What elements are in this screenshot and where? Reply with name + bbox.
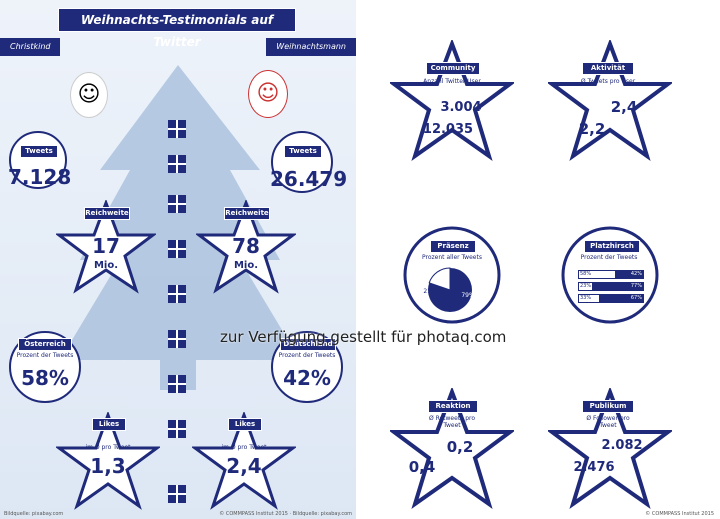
reichweite-unit-weihnachtsmann: Mio. bbox=[233, 260, 259, 271]
gift-icon bbox=[168, 195, 186, 213]
tweets-value-weihnachtsmann: 26.479 bbox=[270, 167, 348, 191]
likes-label-christkind: Likes bbox=[92, 418, 126, 431]
aktivitaet-value-christkind: 2,4 bbox=[610, 98, 638, 116]
praesenz-label: Präsenz bbox=[430, 240, 476, 253]
platzhirsch-row: 58% 42% bbox=[578, 270, 644, 279]
platzhirsch-bar-fill bbox=[578, 270, 617, 279]
praesenz-pie-chart bbox=[428, 267, 472, 312]
footer-copyright-right: © COMMPASS Institut 2015 bbox=[645, 511, 714, 517]
footer-copyright-mid: © COMMPASS Institut 2015 · Bildquelle: p… bbox=[219, 511, 352, 517]
likes-label-weihnachtsmann: Likes bbox=[228, 418, 262, 431]
platzhirsch-bar-chart: 58% 42% 23% 77% 33% 67% bbox=[578, 270, 644, 306]
aktivitaet-label: Aktivität bbox=[582, 62, 634, 75]
publikum-value-christkind: 2.082 bbox=[601, 438, 643, 453]
oesterreich-label: Österreich bbox=[18, 338, 72, 351]
praesenz-value-christkind: 21% bbox=[423, 288, 437, 295]
platzhirsch-left-value: 58% bbox=[580, 271, 592, 277]
publikum-value-weihnachtsmann: 2.476 bbox=[573, 460, 615, 475]
platzhirsch-bar-fill bbox=[578, 282, 594, 291]
ornament-star bbox=[192, 412, 296, 510]
community-label: Community bbox=[426, 62, 480, 75]
reichweite-label-christkind: Reichweite bbox=[84, 207, 130, 220]
platzhirsch-right-value: 77% bbox=[630, 283, 642, 289]
gift-icon bbox=[168, 285, 186, 303]
ornament-star bbox=[390, 40, 514, 161]
gift-icon bbox=[168, 155, 186, 173]
footer-source-left: Bildquelle: pixabay.com bbox=[4, 511, 64, 517]
tweets-label-weihnachtsmann: Tweets bbox=[284, 145, 322, 158]
publikum-sub: Ø Follower pro Tweet bbox=[586, 415, 630, 429]
watermark-text: zur Verfügung gestellt für photaq.com bbox=[220, 328, 507, 346]
community-sub: Anzahl Twitter-User bbox=[423, 78, 481, 85]
right-infographic-panel: Community Anzahl Twitter-User 3.004 12.0… bbox=[360, 0, 720, 519]
ornament-star bbox=[390, 388, 514, 509]
gift-icon bbox=[168, 485, 186, 503]
reichweite-value-weihnachtsmann: 78 bbox=[232, 234, 260, 258]
platzhirsch-right-value: 42% bbox=[630, 271, 642, 277]
ornament-star bbox=[548, 388, 672, 509]
likes-value-christkind: 1,3 bbox=[90, 454, 126, 478]
platzhirsch-label: Platzhirsch bbox=[584, 240, 640, 253]
community-value-christkind: 3.004 bbox=[440, 100, 482, 115]
tweets-label-christkind: Tweets bbox=[20, 145, 58, 158]
likes-sub-weihnachtsmann: im Ø pro Tweet bbox=[221, 444, 267, 451]
publikum-label: Publikum bbox=[582, 400, 634, 413]
praesenz-sub: Prozent aller Tweets bbox=[422, 254, 482, 261]
aktivitaet-value-weihnachtsmann: 2,2 bbox=[578, 120, 606, 138]
likes-sub-christkind: im Ø pro Tweet bbox=[85, 444, 131, 451]
platzhirsch-right-value: 67% bbox=[630, 295, 642, 301]
platzhirsch-row: 23% 77% bbox=[578, 282, 644, 291]
christmas-tree-graphic bbox=[60, 65, 300, 390]
ornament-star bbox=[548, 40, 672, 161]
oesterreich-value: 58% bbox=[21, 366, 69, 390]
reaktion-value-weihnachtsmann: 0,4 bbox=[408, 458, 436, 476]
platzhirsch-left-value: 23% bbox=[580, 283, 592, 289]
aktivitaet-sub: Ø Tweets pro User bbox=[580, 78, 636, 85]
reichweite-value-christkind: 17 bbox=[92, 234, 120, 258]
tweets-value-christkind: 7.128 bbox=[8, 165, 72, 189]
ornament-star bbox=[56, 412, 160, 510]
christkind-label: Christkind bbox=[0, 38, 61, 56]
christkind-avatar: ☺ bbox=[70, 72, 108, 118]
platzhirsch-row: 33% 67% bbox=[578, 294, 644, 303]
platzhirsch-left-value: 33% bbox=[580, 295, 592, 301]
deutschland-sub: Prozent der Tweets bbox=[278, 352, 336, 359]
gift-icon bbox=[168, 330, 186, 348]
ornament-star bbox=[56, 200, 156, 294]
platzhirsch-sub: Prozent der Tweets bbox=[580, 254, 638, 261]
community-value-weihnachtsmann: 12.035 bbox=[422, 122, 474, 137]
gift-icon bbox=[168, 120, 186, 138]
reichweite-label-weihnachtsmann: Reichweite bbox=[224, 207, 270, 220]
page-title: Weihnachts-Testimonials auf Twitter bbox=[58, 8, 296, 49]
gift-icon bbox=[168, 375, 186, 393]
left-infographic-panel: Weihnachts-Testimonials auf Twitter Chri… bbox=[0, 0, 356, 519]
likes-value-weihnachtsmann: 2,4 bbox=[226, 454, 262, 478]
oesterreich-sub: Prozent der Tweets bbox=[16, 352, 74, 359]
reaktion-label: Reaktion bbox=[428, 400, 478, 413]
reaktion-value-christkind: 0,2 bbox=[446, 438, 474, 456]
deutschland-value: 42% bbox=[283, 366, 331, 390]
deutschland-label: Deutschland bbox=[280, 338, 336, 351]
reichweite-unit-christkind: Mio. bbox=[93, 260, 119, 271]
gift-icon bbox=[168, 420, 186, 438]
praesenz-value-weihnachtsmann: 79% bbox=[461, 292, 475, 299]
platzhirsch-bar-fill bbox=[578, 294, 600, 303]
gift-icon bbox=[168, 240, 186, 258]
reaktion-sub: Ø Retweets pro Tweet bbox=[428, 415, 476, 429]
ornament-star bbox=[196, 200, 296, 294]
weihnachtsmann-label: Weihnachtsmann bbox=[266, 38, 356, 56]
santa-avatar: ☺ bbox=[248, 70, 288, 118]
